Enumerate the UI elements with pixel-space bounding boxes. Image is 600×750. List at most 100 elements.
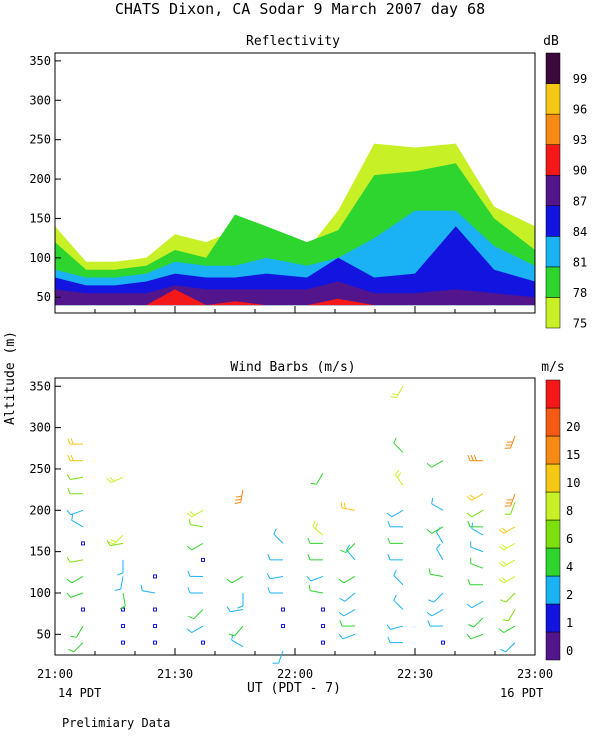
barb-feather: [498, 529, 505, 534]
barb-shaft: [393, 442, 404, 453]
wind-barb: [312, 520, 324, 536]
barb-shaft: [343, 609, 356, 617]
refl-ytick-label-300: 300: [29, 93, 51, 107]
wind-barb: [308, 584, 324, 594]
barb-feather: [395, 469, 400, 476]
calm-marker: [121, 640, 125, 645]
wind-barb: [500, 642, 516, 653]
wind-barb: [226, 576, 244, 584]
wind-colorbar-swatch: [545, 631, 561, 661]
wind-colorbar-label-10: 10: [566, 476, 580, 490]
wind-barb: [502, 609, 516, 622]
x-tick-label-2300: 23:00: [517, 667, 553, 681]
wind-barb: [119, 592, 126, 610]
wind-barb: [466, 509, 484, 518]
barb-shaft: [191, 509, 204, 518]
wind-barb: [186, 625, 204, 634]
refl-colorbar-swatch-96: [545, 83, 561, 115]
barb-shaft: [436, 531, 444, 544]
barb-shaft: [393, 575, 404, 586]
barb-feather: [71, 514, 74, 521]
calm-marker: [281, 624, 285, 629]
barb-shaft: [510, 501, 516, 515]
barb-shaft: [436, 548, 444, 561]
calm-marker: [441, 640, 445, 645]
barb-feather: [500, 599, 507, 603]
barb-feather: [67, 438, 71, 445]
wind-barb: [267, 554, 284, 561]
refl-colorbar-label-93: 93: [573, 133, 587, 147]
wind-colorbar-swatch: [545, 407, 561, 437]
barb-feather: [66, 474, 71, 480]
barb-feather: [393, 437, 397, 444]
refl-colorbar-label-87: 87: [573, 194, 587, 208]
calm-marker: [121, 607, 125, 612]
barb-feather: [426, 611, 433, 617]
barb-feather: [473, 454, 477, 461]
refl-colorbar-swatch-84: [545, 205, 561, 237]
barb-feather: [390, 396, 397, 398]
barb-feather: [340, 502, 343, 509]
wind-barb: [468, 617, 484, 628]
wind-barb: [67, 488, 84, 495]
wind-barb: [66, 474, 84, 480]
wind-barb: [498, 526, 516, 534]
wind-barb: [66, 556, 84, 563]
barb-feather: [140, 584, 143, 591]
wind-barb: [426, 460, 444, 468]
barb-shaft: [431, 460, 444, 468]
barb-feather: [426, 529, 433, 534]
wind-barb: [188, 518, 204, 528]
barb-feather: [108, 541, 115, 545]
barb-shaft: [230, 609, 244, 613]
wind-barb: [338, 576, 356, 584]
barb-shaft: [396, 386, 404, 398]
calm-marker: [321, 624, 325, 629]
barb-feather: [426, 463, 433, 468]
barb-feather: [70, 635, 77, 638]
contour-90-db: [55, 289, 535, 306]
wind-colorbar-label-15: 15: [566, 448, 580, 462]
barb-shaft: [471, 509, 484, 518]
barb-feather: [387, 521, 391, 527]
barb-shaft: [113, 534, 124, 545]
wind-barb: [140, 584, 156, 594]
barb-feather: [428, 568, 431, 575]
refl-colorbar-swatch-93: [545, 113, 561, 145]
barb-feather: [187, 570, 191, 577]
barb-feather: [393, 594, 397, 601]
barb-feather: [237, 605, 244, 609]
calm-marker: [153, 640, 157, 645]
barb-feather: [338, 578, 345, 584]
barb-feather: [501, 560, 507, 566]
barb-shaft: [71, 576, 84, 584]
wind-barb: [467, 578, 484, 586]
calm-marker: [153, 574, 157, 579]
barb-feather: [470, 454, 474, 461]
barb-feather: [312, 520, 316, 527]
barb-feather: [267, 587, 271, 594]
calm-marker: [81, 607, 85, 612]
x-tick-label-2200: 22:00: [277, 667, 313, 681]
wind-barb: [467, 521, 484, 528]
wind-barb: [307, 537, 324, 544]
wind-barb: [504, 501, 516, 515]
barb-shaft: [231, 576, 244, 584]
barb-shaft: [270, 575, 284, 580]
barb-feather: [498, 578, 505, 584]
wind-barb: [66, 509, 84, 516]
barb-feather: [502, 619, 509, 622]
wind-barb: [66, 576, 84, 584]
barb-feather: [307, 537, 311, 544]
wind-ytick-label-350: 350: [29, 379, 51, 393]
barb-shaft: [70, 476, 84, 480]
wind-barb: [471, 522, 484, 536]
wind-ytick-label-100: 100: [29, 586, 51, 600]
left-local-time: 14 PDT: [58, 686, 101, 700]
barb-feather: [436, 543, 441, 550]
barb-feather: [315, 523, 318, 529]
barb-feather: [235, 495, 242, 498]
refl-colorbar-swatch-75: [545, 297, 561, 329]
wind-barb: [307, 554, 324, 561]
